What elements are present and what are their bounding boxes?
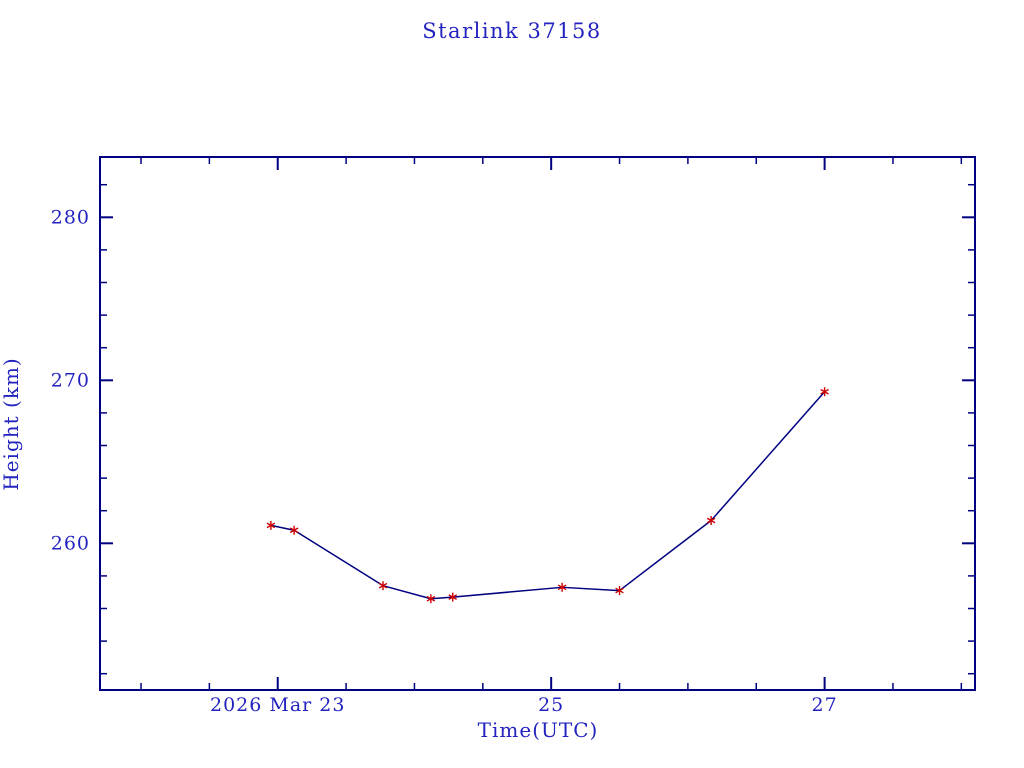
- y-tick-label: 260: [51, 532, 90, 554]
- data-point-marker: [266, 520, 276, 530]
- data-point-marker: [378, 581, 388, 591]
- height-line: [270, 391, 826, 600]
- x-tick-label: 27: [812, 694, 838, 716]
- y-tick-label: 270: [51, 369, 90, 391]
- chart-title: Starlink 37158: [422, 19, 602, 43]
- y-tick-label: 280: [51, 206, 90, 228]
- data-point-marker: [289, 525, 299, 535]
- x-tick-label: 25: [538, 694, 564, 716]
- x-tick-label: 2026 Mar 23: [210, 694, 345, 716]
- data-point-marker: [557, 582, 567, 592]
- data-point-marker: [426, 594, 436, 604]
- plot-frame: [99, 156, 976, 691]
- data-point-marker: [706, 515, 716, 525]
- x-axis-label: Time(UTC): [478, 718, 599, 742]
- data-point-marker: [615, 586, 624, 596]
- data-point-marker: [448, 592, 457, 602]
- plot-area: 2026 Mar 23 25 27 260 270 280: [51, 156, 976, 716]
- data-point-marker: [820, 387, 829, 397]
- y-axis-label: Height (km): [0, 357, 23, 490]
